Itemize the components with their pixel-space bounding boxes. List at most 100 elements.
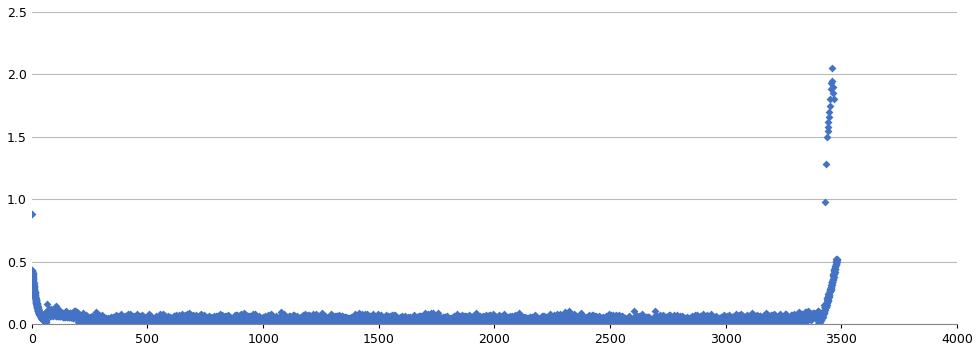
Point bbox=[799, 313, 814, 319]
Point bbox=[475, 313, 491, 319]
Point bbox=[362, 313, 377, 319]
Point bbox=[213, 317, 228, 323]
Point bbox=[248, 314, 264, 320]
Point bbox=[129, 316, 145, 321]
Point bbox=[74, 315, 90, 321]
Point bbox=[208, 317, 223, 323]
Point bbox=[748, 316, 763, 321]
Point bbox=[27, 291, 43, 296]
Point bbox=[647, 317, 662, 323]
Point bbox=[472, 313, 488, 318]
Point bbox=[29, 303, 45, 309]
Point bbox=[27, 297, 43, 303]
Point bbox=[570, 316, 586, 321]
Point bbox=[645, 316, 661, 321]
Point bbox=[427, 317, 443, 323]
Point bbox=[815, 310, 831, 316]
Point bbox=[650, 317, 665, 322]
Point bbox=[137, 316, 153, 322]
Point bbox=[653, 316, 668, 322]
Point bbox=[59, 312, 74, 317]
Point bbox=[732, 313, 748, 318]
Point bbox=[27, 297, 43, 303]
Point bbox=[249, 317, 265, 323]
Point bbox=[637, 317, 653, 323]
Point bbox=[638, 315, 654, 320]
Point bbox=[719, 318, 735, 324]
Point bbox=[761, 316, 777, 322]
Point bbox=[701, 318, 716, 323]
Point bbox=[759, 317, 774, 323]
Point bbox=[55, 312, 71, 318]
Point bbox=[742, 317, 758, 323]
Point bbox=[679, 319, 695, 325]
Point bbox=[78, 316, 94, 322]
Point bbox=[105, 317, 121, 323]
Point bbox=[194, 318, 210, 324]
Point bbox=[464, 319, 479, 325]
Point bbox=[762, 319, 778, 325]
Point bbox=[635, 316, 651, 321]
Point bbox=[451, 315, 466, 321]
Point bbox=[99, 317, 115, 322]
Point bbox=[29, 302, 45, 308]
Point bbox=[345, 317, 361, 322]
Point bbox=[185, 312, 201, 318]
Point bbox=[376, 317, 392, 322]
Point bbox=[371, 317, 387, 322]
Point bbox=[751, 313, 766, 319]
Point bbox=[790, 319, 806, 325]
Point bbox=[346, 317, 362, 322]
Point bbox=[650, 315, 665, 321]
Point bbox=[132, 313, 148, 318]
Point bbox=[196, 318, 212, 324]
Point bbox=[765, 316, 781, 321]
Point bbox=[239, 315, 255, 321]
Point bbox=[494, 316, 510, 322]
Point bbox=[602, 316, 617, 322]
Point bbox=[267, 318, 282, 324]
Point bbox=[422, 321, 438, 326]
Point bbox=[603, 314, 618, 319]
Point bbox=[546, 316, 562, 322]
Point bbox=[40, 311, 56, 317]
Point bbox=[661, 319, 676, 325]
Point bbox=[90, 319, 106, 325]
Point bbox=[333, 317, 349, 322]
Point bbox=[739, 312, 755, 318]
Point bbox=[145, 320, 161, 325]
Point bbox=[600, 319, 615, 324]
Point bbox=[737, 316, 753, 321]
Point bbox=[786, 315, 802, 320]
Point bbox=[71, 318, 86, 324]
Point bbox=[385, 315, 401, 321]
Point bbox=[416, 317, 431, 323]
Point bbox=[221, 317, 237, 322]
Point bbox=[309, 318, 324, 324]
Point bbox=[411, 318, 426, 323]
Point bbox=[567, 314, 583, 319]
Point bbox=[488, 320, 504, 326]
Point bbox=[717, 318, 733, 324]
Point bbox=[93, 319, 109, 325]
Point bbox=[284, 317, 300, 322]
Point bbox=[223, 318, 239, 323]
Point bbox=[789, 319, 805, 325]
Point bbox=[728, 318, 744, 324]
Point bbox=[188, 312, 204, 318]
Point bbox=[798, 318, 813, 323]
Point bbox=[523, 318, 539, 324]
Point bbox=[675, 320, 691, 325]
Point bbox=[551, 319, 566, 325]
Point bbox=[685, 321, 701, 327]
Point bbox=[734, 316, 750, 322]
Point bbox=[769, 319, 785, 325]
Point bbox=[701, 318, 716, 323]
Point bbox=[726, 317, 742, 323]
Point bbox=[126, 318, 142, 324]
Point bbox=[199, 316, 215, 322]
Point bbox=[139, 317, 155, 323]
Point bbox=[180, 320, 196, 325]
Point bbox=[699, 315, 714, 321]
Point bbox=[330, 314, 346, 319]
